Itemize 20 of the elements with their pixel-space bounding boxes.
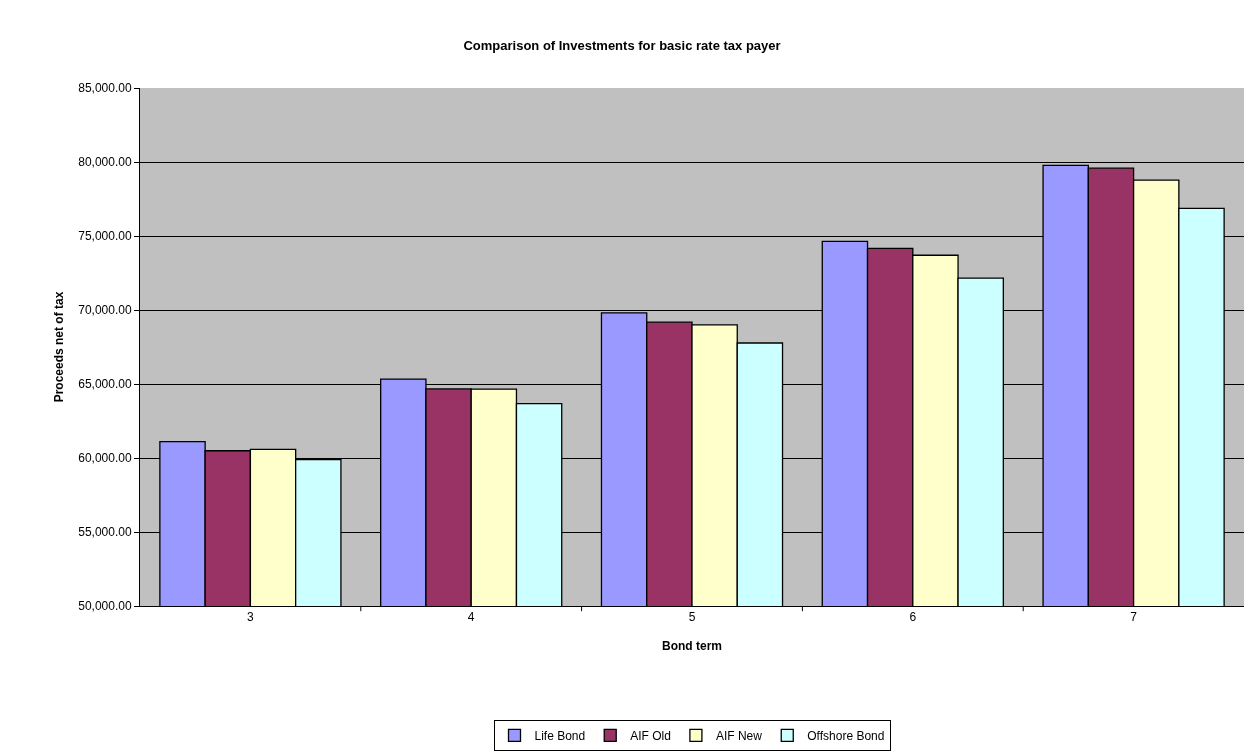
x-tick-label: 5 — [688, 610, 696, 625]
y-axis-title: Proceeds net of tax — [51, 291, 66, 403]
y-tick-label: 65,000.00 — [78, 377, 132, 392]
y-tick-label: 55,000.00 — [78, 525, 132, 540]
y-tick-label: 80,000.00 — [78, 155, 132, 170]
y-tick-label: 75,000.00 — [78, 229, 132, 244]
x-tick-label: 6 — [909, 610, 917, 625]
legend-label: AIF Old — [630, 729, 671, 744]
y-tick-label: 85,000.00 — [78, 81, 132, 96]
x-tick-label: 3 — [247, 610, 255, 625]
y-tick-label: 50,000.00 — [78, 599, 132, 614]
x-axis-title: Bond term — [662, 639, 722, 654]
chart-title: Comparison of Investments for basic rate tax payer — [463, 38, 781, 54]
x-tick-label: 7 — [1130, 610, 1138, 625]
legend-label: Life Bond — [534, 729, 586, 744]
y-tick-label: 70,000.00 — [78, 303, 132, 318]
y-tick-label: 60,000.00 — [78, 451, 132, 466]
legend-label: AIF New — [715, 729, 763, 744]
legend-label: Offshore Bond — [807, 729, 885, 744]
x-tick-label: 4 — [467, 610, 475, 625]
